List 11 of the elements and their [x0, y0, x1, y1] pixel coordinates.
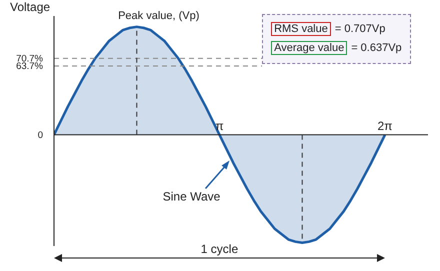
y-tick-label: 63.7%: [16, 60, 44, 72]
annotation: RMS value = 0.707Vp: [273, 22, 386, 36]
y-axis-title: Voltage: [10, 0, 50, 14]
y-tick-label: 0: [38, 130, 43, 141]
x-tick-label: 2π: [378, 118, 392, 133]
annotation: Peak value, (Vp): [118, 10, 200, 22]
annotation: Sine Wave: [162, 190, 221, 204]
x-tick-label: π: [215, 118, 224, 133]
annotation: 1 cycle: [200, 242, 238, 256]
annotation: Average value = 0.637Vp: [273, 40, 402, 55]
dashed-frame: RMS value = 0.707Vp Average value = 0.637Vp: [262, 14, 411, 64]
